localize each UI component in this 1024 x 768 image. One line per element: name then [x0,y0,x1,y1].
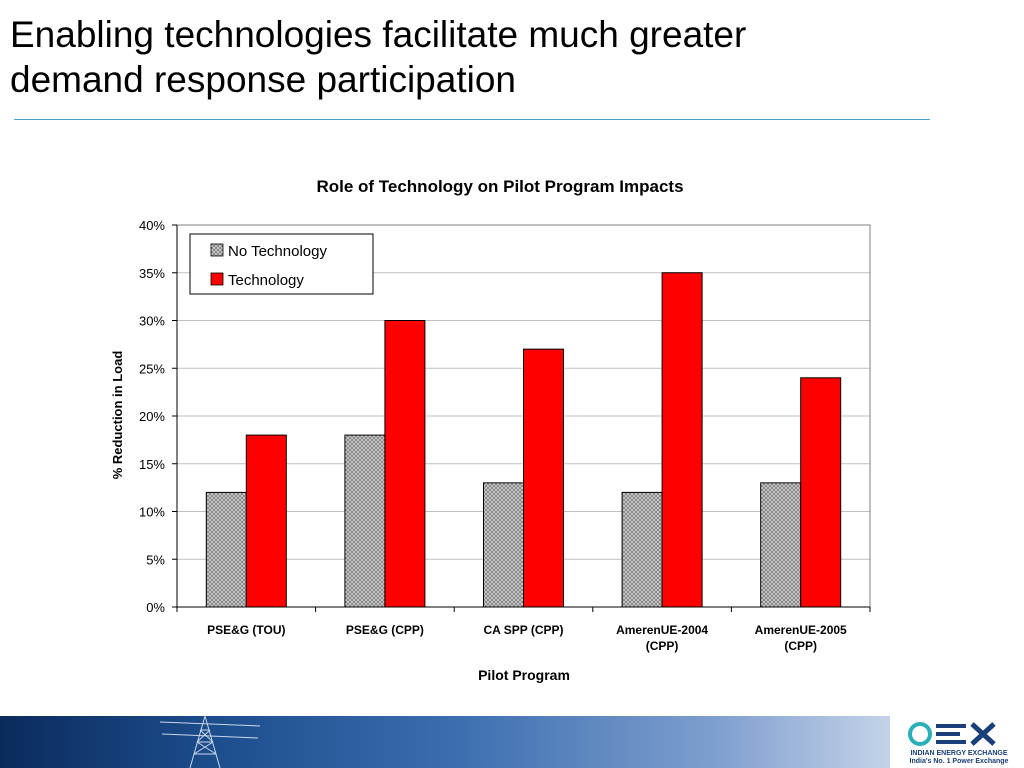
legend-label-no-technology: No Technology [228,243,327,260]
x-tick-label: AmerenUE-2004 (CPP) [616,623,708,653]
y-tick-label: 10% [139,505,165,520]
logo-tagline: INDIAN ENERGY EXCHANGE India's No. 1 Pow… [896,750,1022,766]
x-tick-label-line: PSE&G (CPP) [346,623,424,637]
power-tower-graphic [159,716,261,768]
bar-no-technology [205,491,247,608]
x-tick-label: AmerenUE-2005 (CPP) [755,623,847,653]
x-tick-label: PSE&G (CPP) [346,623,424,637]
x-tick-label-line: PSE&G (TOU) [207,623,285,637]
bar-no-technology [760,482,802,608]
x-tick-label-line: CA SPP (CPP) [483,623,563,637]
bars [205,272,842,608]
bar-technology [800,377,842,608]
y-tick-label: 15% [139,457,165,472]
x-tick-label-line: AmerenUE-2005 [755,623,847,637]
x-axis-label: Pilot Program [478,667,570,683]
title-divider [14,119,930,120]
y-tick-label: 35% [139,266,165,281]
bar-no-technology [483,482,524,608]
y-tick-label: 40% [139,218,165,233]
bar-technology [245,434,287,608]
y-axis-label: % Reduction in Load [110,351,125,480]
bar-technology [523,348,564,608]
logo-tagline-line-1: INDIAN ENERGY EXCHANGE [910,750,1008,757]
slide-title-line-1: Enabling technologies facilitate much gr… [10,14,747,55]
axes [172,224,871,612]
y-tick-label: 5% [146,552,165,567]
slide-title: Enabling technologies facilitate much gr… [10,12,910,102]
footer-banner [0,716,1024,768]
iex-logo-mark [908,722,996,746]
legend-swatch-technology [210,272,224,286]
y-tick-label: 20% [139,409,165,424]
logo-tagline-line-2: India's No. 1 Power Exchange [909,758,1009,765]
bar-technology [384,320,426,608]
chart-title: Role of Technology on Pilot Program Impa… [316,177,683,196]
y-tick-labels: 0% 5% 10% 15% 20% 25% 30% 35% 40% [139,218,165,615]
x-tick-label-line: AmerenUE-2004 [616,623,708,637]
slide-title-line-2: demand response participation [10,59,516,100]
x-tick-label: CA SPP (CPP) [483,623,563,637]
bar-no-technology [621,491,663,608]
bar-no-technology [344,434,386,608]
legend-label-technology: Technology [228,272,304,289]
legend-swatch-no-technology [210,243,224,257]
iex-logo: INDIAN ENERGY EXCHANGE India's No. 1 Pow… [890,716,1024,768]
y-tick-label: 0% [146,600,165,615]
x-tick-labels: PSE&G (TOU) PSE&G (CPP) CA SPP (CPP) Ameren… [207,623,847,653]
bar-technology [661,272,703,608]
legend: No Technology Technology [189,233,374,295]
y-tick-label: 25% [139,361,165,376]
y-tick-label: 30% [139,314,165,329]
x-tick-label: PSE&G (TOU) [207,623,285,637]
x-tick-label-line: (CPP) [646,639,679,653]
x-tick-label-line: (CPP) [784,639,817,653]
